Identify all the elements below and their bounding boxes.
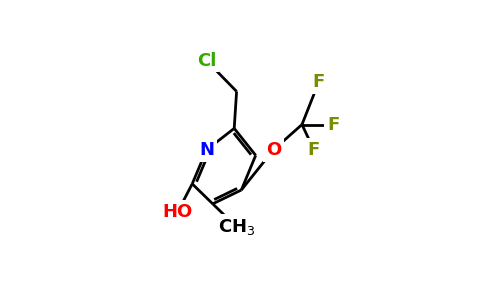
- Text: HO: HO: [163, 202, 193, 220]
- Text: CH$_3$: CH$_3$: [218, 217, 255, 237]
- Text: F: F: [313, 73, 325, 91]
- Text: O: O: [266, 141, 281, 159]
- Text: Cl: Cl: [197, 52, 216, 70]
- Text: F: F: [327, 116, 339, 134]
- Text: F: F: [308, 141, 320, 159]
- Text: N: N: [199, 141, 214, 159]
